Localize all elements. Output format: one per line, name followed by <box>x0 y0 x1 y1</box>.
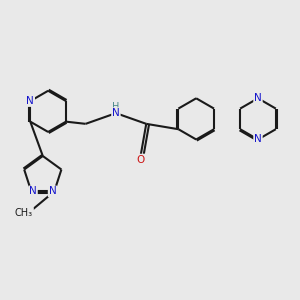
Text: O: O <box>137 154 145 164</box>
Text: N: N <box>112 108 120 118</box>
Text: CH₃: CH₃ <box>15 208 33 218</box>
Text: N: N <box>29 186 37 197</box>
Text: N: N <box>49 186 56 197</box>
Text: N: N <box>26 96 34 106</box>
Text: H: H <box>112 102 120 112</box>
Text: N: N <box>254 93 262 103</box>
Text: N: N <box>254 134 262 145</box>
